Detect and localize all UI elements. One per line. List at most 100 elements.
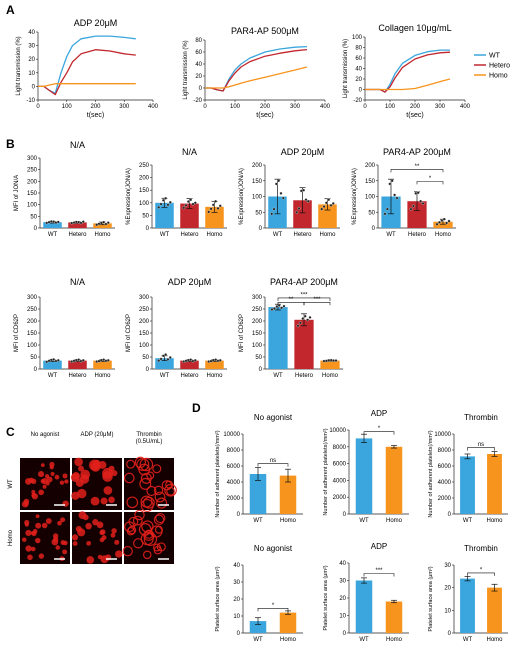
- platelet-cell: [153, 514, 165, 526]
- y-tick-label: 0: [32, 84, 36, 90]
- platelet-cell: [59, 480, 65, 485]
- platelet-cell: [86, 540, 91, 546]
- x-tick-label: 400: [148, 104, 159, 110]
- data-point: [297, 207, 301, 210]
- platelet-cell: [110, 532, 116, 538]
- x-tick-label: Homo: [319, 232, 336, 238]
- data-point: [186, 200, 190, 203]
- data-point: [79, 221, 83, 225]
- platelet-cell: [127, 525, 137, 535]
- y-tick-label: 150: [365, 179, 376, 185]
- platelet-cell: [115, 550, 123, 558]
- platelet-cell: [78, 465, 84, 472]
- y-tick-label: 100: [139, 343, 150, 349]
- data-point: [445, 221, 449, 225]
- platelet-cell: [86, 556, 95, 564]
- x-tick-label: Hetero: [180, 232, 199, 238]
- data-point: [207, 360, 211, 364]
- y-tick-label: 50: [142, 355, 149, 361]
- x-tick-label: 200: [410, 104, 421, 110]
- data-point: [81, 220, 85, 224]
- significance-label: ***: [300, 292, 308, 298]
- y-tick-label: 100: [252, 343, 263, 349]
- bar-homo: [433, 221, 453, 228]
- data-point: [274, 182, 278, 186]
- y-tick-label: 2000: [227, 496, 241, 502]
- data-point: [56, 220, 60, 224]
- platelet-cell: [27, 554, 33, 561]
- x-tick-label: WT: [48, 232, 58, 238]
- significance-bracket: [363, 431, 395, 435]
- bar-wt: [249, 621, 267, 633]
- data-point: [216, 206, 220, 210]
- data-point: [331, 201, 335, 205]
- data-point: [306, 318, 310, 322]
- platelet-cell: [164, 483, 177, 497]
- x-tick-label: WT: [359, 518, 369, 524]
- data-point: [419, 199, 423, 203]
- data-point: [211, 203, 215, 207]
- y-tick-label: -20: [193, 98, 202, 104]
- y-tick-label: 300: [27, 156, 38, 162]
- x-tick-label: WT: [160, 373, 170, 379]
- y-tick-label: 250: [139, 307, 150, 313]
- platelet-cell: [154, 525, 163, 534]
- platelet-cell: [154, 491, 166, 503]
- data-point: [99, 358, 103, 362]
- bar-wt: [155, 202, 174, 228]
- platelet-cell: [38, 489, 44, 496]
- y-tick-label: 0: [448, 512, 452, 518]
- y-tick-label: 150: [139, 331, 150, 337]
- y-tick-label: 300: [252, 295, 263, 301]
- bar-wt: [268, 307, 288, 369]
- platelet-cell: [97, 554, 103, 560]
- x-tick-label: 200: [260, 104, 271, 110]
- platelet-cell: [100, 555, 109, 564]
- data-point: [95, 360, 99, 364]
- y-tick-label: 0: [372, 226, 376, 232]
- bar-homo: [318, 204, 337, 228]
- x-tick-label: Homo: [486, 518, 503, 524]
- significance-bracket: [416, 181, 444, 185]
- chart-title: ADP 20μM: [74, 18, 118, 28]
- significance-bracket: [257, 608, 289, 612]
- data-point: [157, 359, 161, 363]
- y-tick-label: 0: [146, 367, 150, 373]
- y-axis-label: %Expression(JON/A): [239, 168, 245, 225]
- data-point: [214, 358, 218, 362]
- platelet-cell: [123, 472, 135, 484]
- x-tick-label: Homo: [322, 373, 339, 379]
- x-tick-label: 200: [90, 104, 101, 110]
- data-point: [102, 220, 106, 224]
- data-point: [327, 198, 331, 202]
- platelet-cell: [140, 498, 154, 512]
- platelet-cell: [122, 545, 133, 557]
- platelet-cell: [80, 469, 91, 480]
- y-tick-label: 40: [195, 62, 202, 68]
- platelet-cell: [55, 545, 61, 550]
- platelet-cell: [53, 536, 59, 542]
- data-point: [393, 193, 397, 197]
- platelet-cell: [72, 541, 78, 546]
- chart-title: ADP: [371, 409, 387, 418]
- y-tick-label: 8000: [438, 448, 452, 454]
- significance-bracket: [277, 297, 331, 301]
- bar-wt: [43, 222, 62, 228]
- x-tick-label: Homo: [280, 637, 297, 643]
- x-tick-label: WT: [48, 373, 58, 379]
- data-point: [395, 196, 399, 200]
- data-point: [277, 303, 281, 307]
- y-tick-label: 20: [339, 596, 346, 602]
- x-tick-label: Homo: [206, 232, 223, 238]
- platelet-cell: [62, 500, 69, 507]
- data-point: [216, 359, 220, 363]
- platelet-cell: [31, 493, 39, 500]
- platelet-cell: [136, 458, 150, 472]
- data-point: [157, 205, 161, 209]
- platelet-cell: [108, 496, 115, 504]
- data-point: [189, 358, 193, 362]
- x-tick-label: 100: [385, 104, 396, 110]
- x-axis-label: t(sec): [406, 112, 424, 119]
- data-point: [184, 203, 188, 207]
